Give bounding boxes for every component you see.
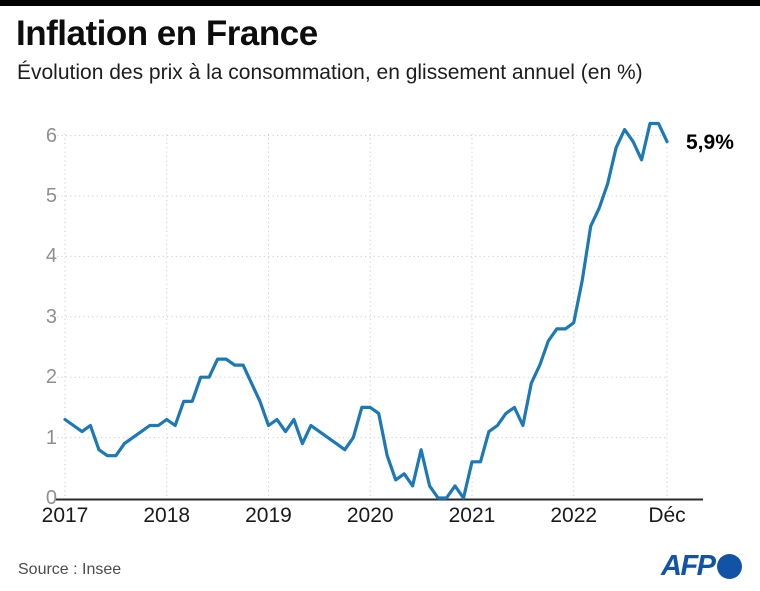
afp-logo: AFP [661,551,742,581]
y-axis-tick-label: 1 [45,426,57,449]
afp-logo-circle [716,553,742,579]
y-axis-tick-label: 3 [45,305,57,328]
inflation-series-line [63,121,669,500]
top-accent-bar [0,0,760,6]
y-axis-tick-label: 4 [45,245,57,268]
y-axis-tick-label: 6 [45,124,57,147]
x-axis-tick-label: 2018 [143,504,191,527]
x-axis-tick-label: 2022 [550,504,598,527]
x-axis-tick-label: 2020 [346,504,394,527]
source-credit: Source : Insee [18,561,122,578]
afp-logo-text: AFP [661,550,716,582]
latest-value-label: 5,9% [686,131,734,154]
x-axis-tick-label: 2017 [41,504,89,527]
x-axis-tick-label: 2021 [448,504,496,527]
y-axis-tick-label: 2 [45,366,57,389]
page-title: Inflation en France [16,14,318,53]
x-axis-tick-label: Déc [648,504,686,527]
chart-subtitle: Évolution des prix à la consommation, en… [17,61,643,84]
y-axis-tick-label: 5 [45,185,57,207]
y-axis-tick-label: 0 [45,487,57,509]
x-axis-tick-label: 2019 [245,504,292,527]
